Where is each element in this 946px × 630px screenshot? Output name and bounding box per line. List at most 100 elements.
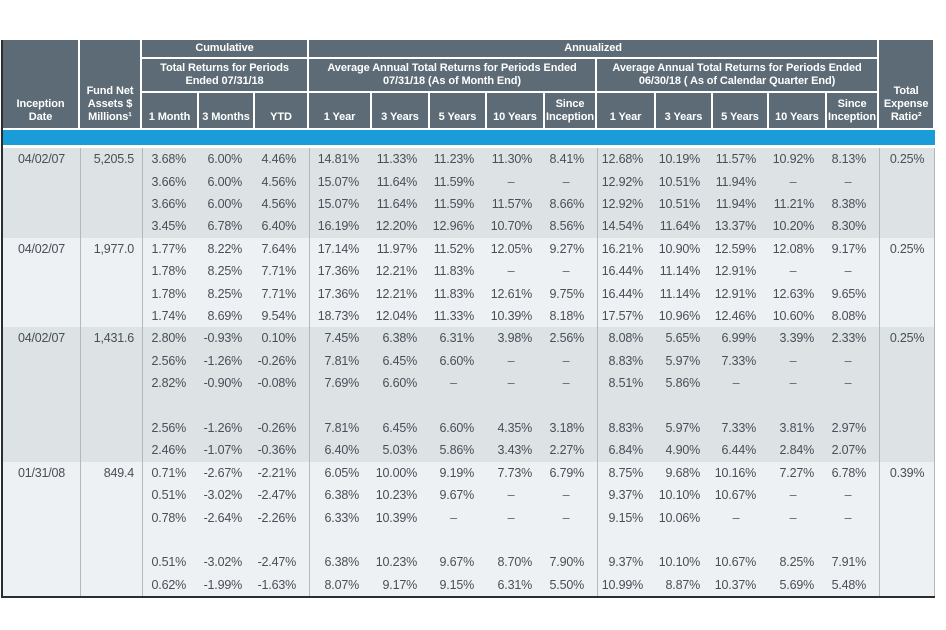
cell-return-value: – — [487, 372, 545, 395]
cell-return-value — [199, 529, 255, 552]
table-row: 0.78% -2.64% -2.26% 6.33% 10.39% – – –9.15% 10.0… — [3, 506, 936, 530]
cell-return-value: 6.31% — [487, 573, 545, 597]
cell-return-value: -3.02% — [199, 484, 255, 507]
cell-return-value: 8.70% — [487, 551, 545, 574]
cell-return-value: 3.81% — [769, 417, 827, 440]
cell-return-value: 10.51% — [656, 193, 713, 216]
table-row: 04/02/07 1,977.0 1.77% 8.22% 7.64% 17.14% 11.9… — [3, 237, 936, 261]
cell-return-value: – — [827, 349, 880, 373]
cell-total-expense-ratio — [879, 484, 936, 507]
cell-return-value: 9.67% — [430, 551, 487, 574]
cell-return-value: 7.71% — [255, 260, 309, 283]
col-header-ytd: YTD — [255, 93, 309, 131]
cell-return-value — [487, 394, 545, 418]
col-header-me-1-year: 1 Year — [309, 93, 372, 131]
cell-return-value: 10.70% — [487, 215, 545, 238]
cell-return-value: 8.83% — [597, 349, 656, 373]
cell-fund-net-assets: 1,431.6 — [80, 327, 142, 350]
cell-return-value: 14.81% — [309, 148, 372, 171]
cell-return-value: 17.36% — [309, 260, 372, 283]
cell-inception-date — [3, 551, 80, 574]
cell-return-value: 3.66% — [142, 193, 199, 216]
cell-return-value: 13.37% — [713, 215, 769, 238]
cell-return-value: 5.03% — [372, 439, 430, 462]
cell-inception-date: 04/02/07 — [3, 237, 80, 261]
cell-return-value — [827, 394, 880, 418]
cell-return-value: – — [769, 170, 827, 193]
cell-return-value: 16.21% — [597, 237, 656, 261]
cell-return-value: 5.86% — [430, 439, 487, 462]
cell-return-value: 3.98% — [487, 327, 545, 350]
cell-inception-date — [3, 305, 80, 328]
cell-return-value: 7.71% — [255, 282, 309, 306]
cell-return-value: 6.38% — [372, 327, 430, 350]
cell-return-value: – — [769, 506, 827, 530]
cell-return-value: 6.60% — [372, 372, 430, 395]
cell-return-value: 11.14% — [656, 260, 713, 283]
cell-return-value: 8.22% — [199, 237, 255, 261]
cell-inception-date — [3, 215, 80, 238]
cell-return-value: 10.23% — [372, 551, 430, 574]
subheader-quarter-end-period: Average Annual Total Returns for Periods… — [597, 59, 880, 94]
cell-return-value: -1.63% — [255, 573, 309, 597]
cell-return-value: 7.33% — [713, 417, 769, 440]
cell-fund-net-assets — [80, 282, 142, 306]
cell-total-expense-ratio — [879, 305, 936, 328]
cell-return-value: 9.75% — [545, 282, 597, 306]
cell-total-expense-ratio — [879, 193, 936, 216]
cell-return-value: 3.39% — [769, 327, 827, 350]
table-row: 04/02/07 1,431.6 2.80% -0.93% 0.10% 7.45% 6.38… — [3, 327, 936, 350]
cell-return-value: 8.08% — [827, 305, 880, 328]
cell-return-value: 10.90% — [656, 237, 713, 261]
cell-return-value: 4.56% — [255, 170, 309, 193]
cell-return-value: 2.27% — [545, 439, 597, 462]
subheader-month-end-period: Average Annual Total Returns for Periods… — [309, 59, 597, 94]
cell-return-value: 5.86% — [656, 372, 713, 395]
cell-return-value: 8.41% — [545, 148, 597, 171]
cell-return-value: 7.64% — [255, 237, 309, 261]
cell-return-value — [769, 394, 827, 418]
table-row: 2.56% -1.26% -0.26% 7.81% 6.45% 6.60% – –8.83% 5… — [3, 349, 936, 373]
cell-return-value: 0.71% — [142, 461, 199, 485]
cell-inception-date: 04/02/07 — [3, 148, 80, 171]
cell-return-value: 3.43% — [487, 439, 545, 462]
cell-return-value — [656, 394, 713, 418]
cell-return-value: 3.45% — [142, 215, 199, 238]
cell-return-value: 11.57% — [487, 193, 545, 216]
cell-return-value: 11.94% — [713, 193, 769, 216]
cell-return-value — [372, 529, 430, 552]
cell-return-value: 15.07% — [309, 170, 372, 193]
cell-return-value: – — [769, 260, 827, 283]
cell-return-value — [713, 394, 769, 418]
cell-return-value: 0.10% — [255, 327, 309, 350]
cell-return-value — [545, 394, 597, 418]
cell-return-value: – — [713, 506, 769, 530]
cell-return-value: 11.14% — [656, 282, 713, 306]
cell-return-value: 8.25% — [199, 282, 255, 306]
cell-total-expense-ratio — [879, 551, 936, 574]
cell-return-value: 7.73% — [487, 461, 545, 485]
cell-return-value: 6.38% — [309, 551, 372, 574]
cell-return-value: 9.27% — [545, 237, 597, 261]
subheader-cumulative-period: Total Returns for Periods Ended 07/31/18 — [142, 59, 309, 94]
cell-return-value: 11.94% — [713, 170, 769, 193]
cell-return-value: 9.37% — [597, 551, 656, 574]
cell-return-value: – — [545, 484, 597, 507]
cell-return-value: 6.99% — [713, 327, 769, 350]
cell-return-value — [713, 529, 769, 552]
cell-return-value: 10.00% — [372, 461, 430, 485]
cell-fund-net-assets — [80, 170, 142, 193]
col-header-qe-since-inception: Since Inception — [827, 93, 880, 131]
cell-fund-net-assets: 1,977.0 — [80, 237, 142, 261]
cell-return-value: – — [545, 372, 597, 395]
cell-return-value: – — [827, 260, 880, 283]
cell-return-value: 6.78% — [827, 461, 880, 485]
cell-return-value: 11.83% — [430, 260, 487, 283]
cell-return-value: -2.47% — [255, 551, 309, 574]
cell-inception-date — [3, 529, 80, 552]
cell-return-value: 9.37% — [597, 484, 656, 507]
cell-return-value: – — [769, 349, 827, 373]
cell-fund-net-assets — [80, 551, 142, 574]
cell-return-value: 12.96% — [430, 215, 487, 238]
col-header-inception-date: Inception Date — [3, 40, 80, 131]
